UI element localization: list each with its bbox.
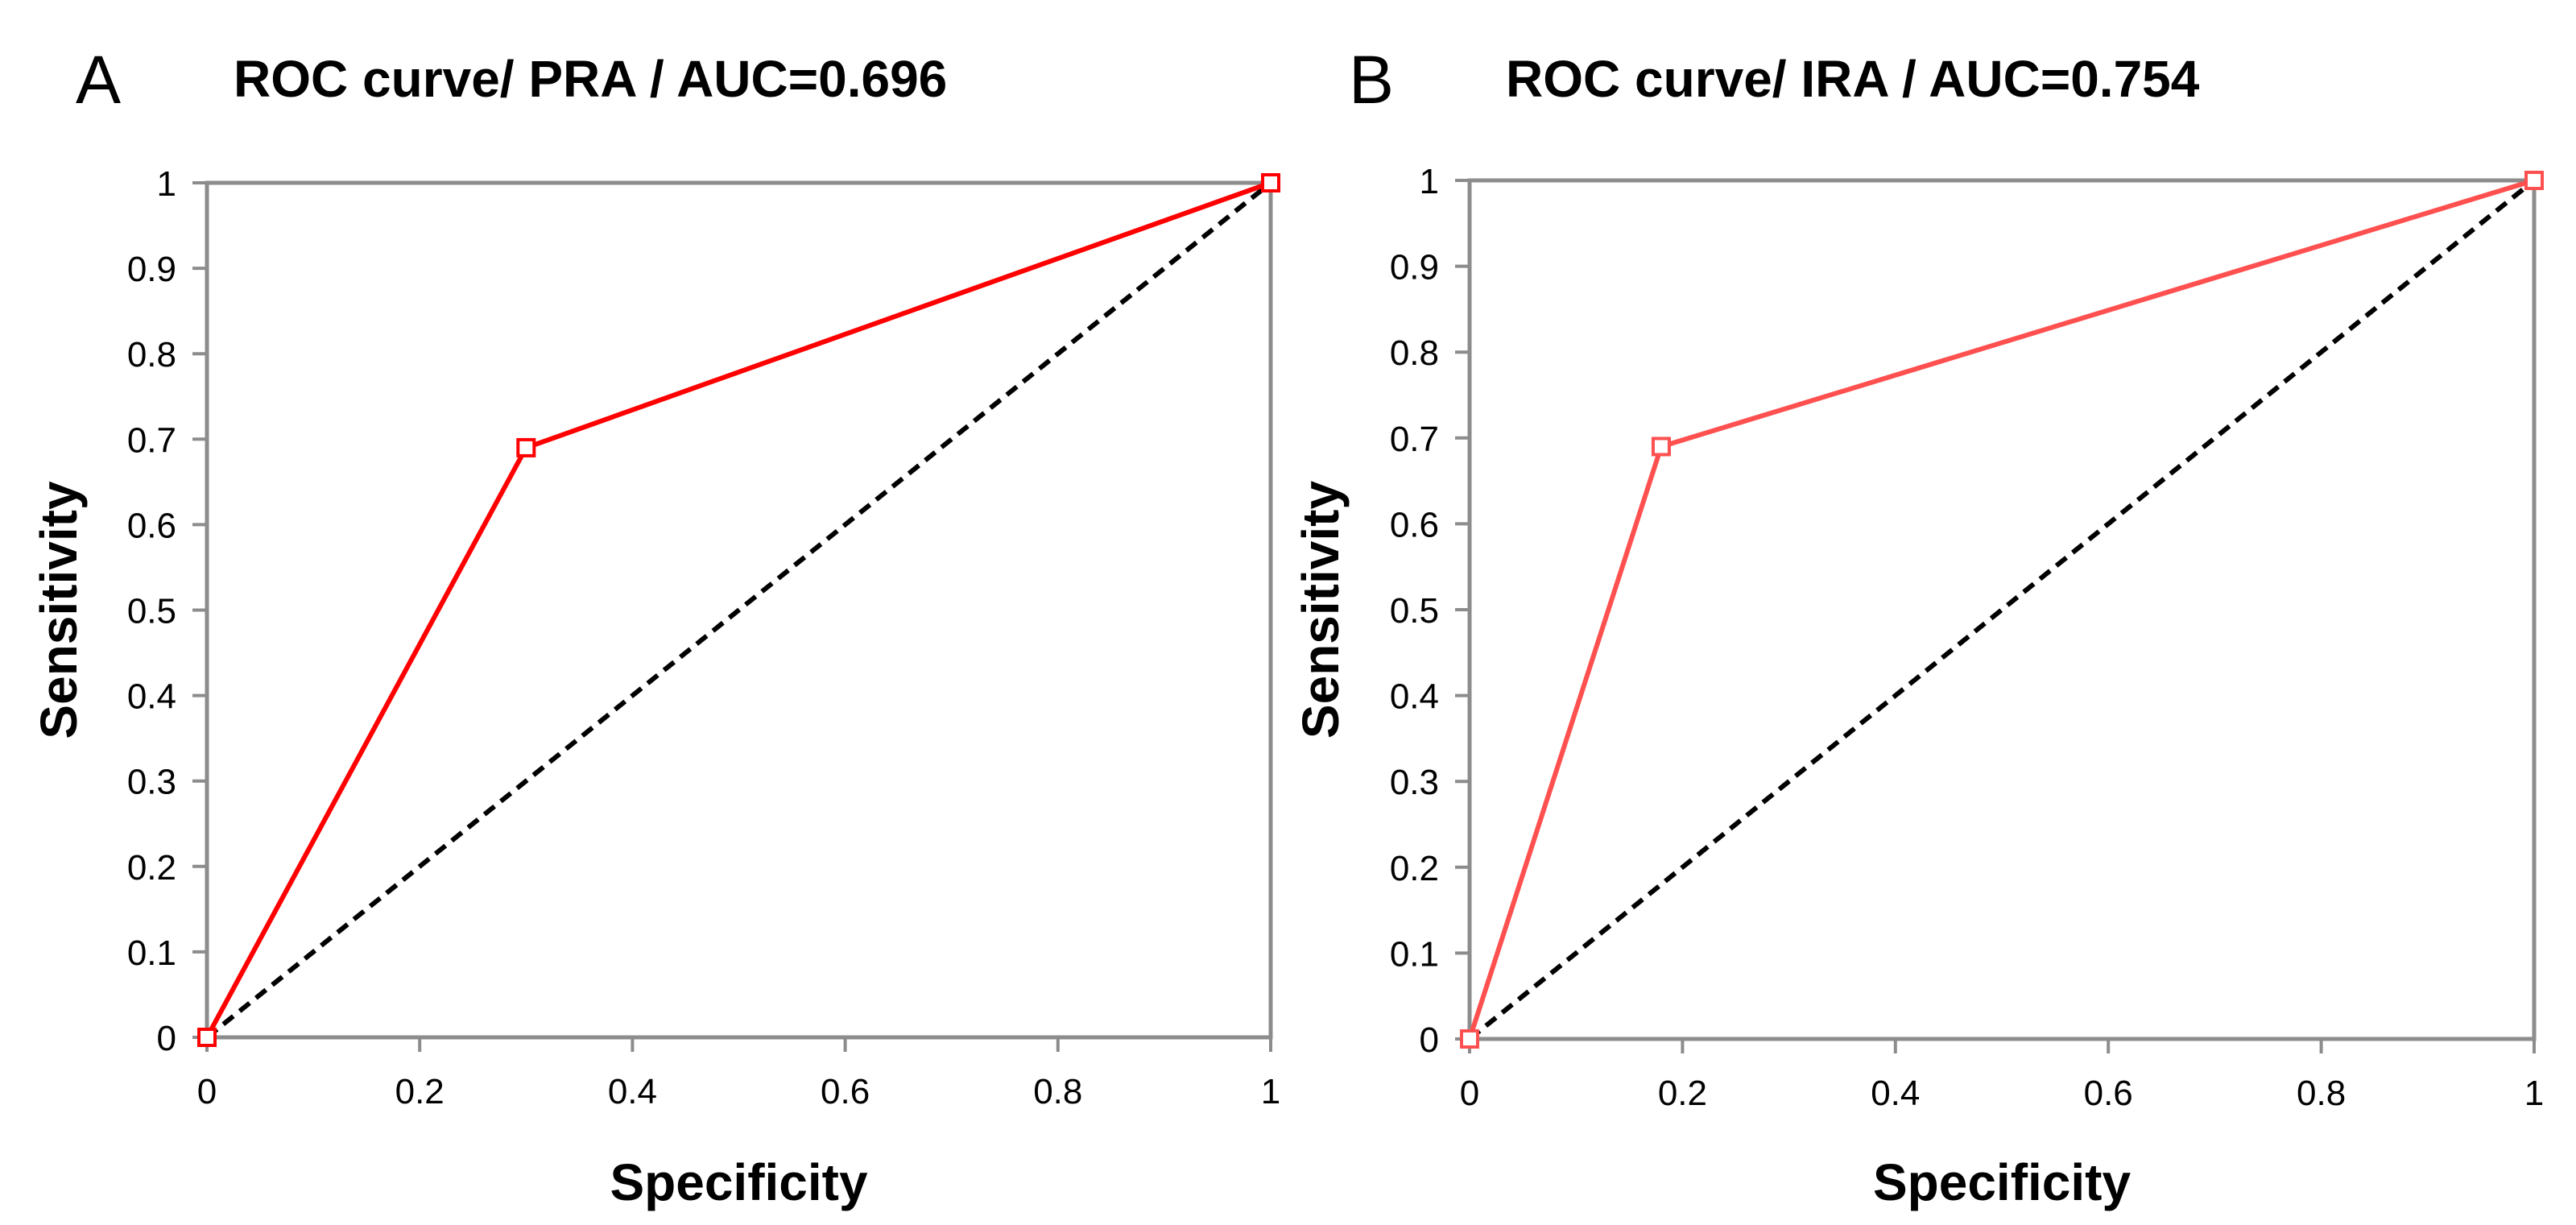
y-tick-label: 1 (157, 164, 176, 204)
y-tick-label: 0 (1420, 1020, 1439, 1060)
x-tick-label: 0.2 (395, 1072, 444, 1111)
x-axis-label: Specificity (1873, 1153, 2132, 1211)
roc-point-marker (516, 437, 536, 457)
x-tick-label: 0 (197, 1072, 217, 1111)
y-tick-label: 0.3 (1390, 763, 1439, 802)
roc-panel-b: B ROC curve/ IRA / AUC=0.754 0 0.1 0.2 0.3 0.4… (1292, 42, 2544, 1211)
x-tick-label: 0.6 (821, 1072, 870, 1111)
y-tick-label: 0.6 (127, 506, 176, 545)
y-axis-label: Sensitivity (30, 481, 88, 739)
y-tick-label: 0.1 (1390, 934, 1439, 974)
y-tick-label: 0.3 (127, 763, 176, 802)
roc-point-marker (1261, 173, 1280, 192)
x-tick-label: 0.4 (1871, 1074, 1920, 1113)
roc-point-marker (1651, 437, 1671, 457)
roc-panel-a: A ROC curve/ PRA / AUC=0.696 0 0.1 0.2 0.3 0.4… (30, 42, 1280, 1211)
y-tick-label: 0.1 (127, 933, 176, 973)
y-tick-label: 0.8 (127, 335, 176, 375)
y-tick-label: 0.2 (1390, 849, 1439, 888)
x-tick-label: 0.4 (608, 1072, 657, 1111)
x-tick-label: 1 (1261, 1072, 1280, 1111)
x-tick-label: 0.2 (1658, 1074, 1707, 1113)
x-tick-label: 1 (2524, 1074, 2544, 1113)
chart-title: ROC curve/ PRA / AUC=0.696 (234, 50, 947, 108)
y-tick-label: 0.9 (1390, 248, 1439, 288)
panel-letter: B (1349, 42, 1394, 118)
y-tick-label: 0.5 (1390, 591, 1439, 631)
y-tick-label: 0.5 (127, 592, 176, 631)
y-tick-label: 0.6 (1390, 505, 1439, 544)
y-tick-label: 0 (157, 1019, 176, 1058)
y-tick-label: 0.4 (127, 677, 176, 717)
x-axis-label: Specificity (610, 1153, 868, 1211)
roc-point-marker (197, 1028, 217, 1047)
y-axis-label: Sensitivity (1292, 481, 1350, 739)
y-tick-label: 0.8 (1390, 333, 1439, 373)
roc-point-marker (2524, 171, 2544, 190)
reference-diagonal-line (205, 180, 1272, 1040)
x-tick-label: 0.6 (2084, 1074, 2133, 1113)
x-tick-label: 0.8 (1033, 1072, 1082, 1111)
x-tick-label: 0 (1460, 1074, 1479, 1113)
chart-title: ROC curve/ IRA / AUC=0.754 (1506, 50, 2200, 108)
y-tick-label: 0.7 (127, 420, 176, 460)
panel-letter: A (76, 42, 121, 118)
y-tick-label: 0.2 (127, 848, 176, 888)
reference-diagonal-line (1468, 178, 2536, 1041)
roc-point-marker (1460, 1029, 1479, 1049)
y-tick-label: 0.7 (1390, 420, 1439, 459)
x-tick-label: 0.8 (2297, 1074, 2346, 1113)
y-tick-label: 0.9 (127, 250, 176, 289)
y-tick-label: 1 (1420, 162, 1439, 201)
y-tick-label: 0.4 (1390, 677, 1439, 717)
